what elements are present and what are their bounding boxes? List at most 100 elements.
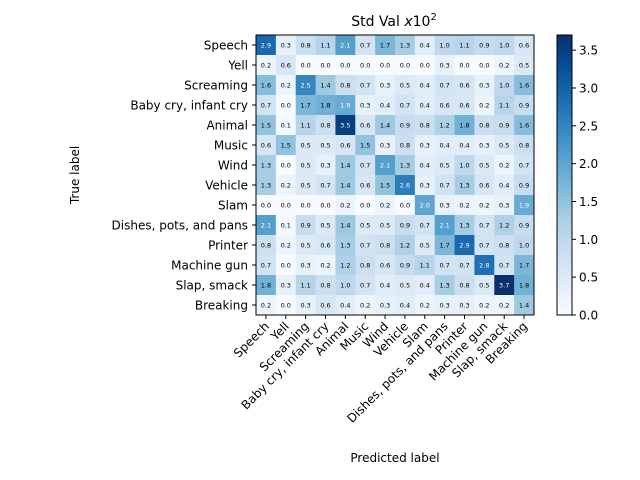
cell-value-label: 2.6 xyxy=(400,181,410,189)
heatmap-cell xyxy=(514,215,535,236)
cell-value-label: 0.9 xyxy=(300,221,310,229)
heatmap-cell xyxy=(514,95,535,116)
cell-value-label: 0.2 xyxy=(281,181,291,189)
heatmap-cell xyxy=(275,175,297,196)
heatmap-cell xyxy=(454,115,475,136)
colorbar-tick-label: 1.5 xyxy=(579,195,598,209)
cell-value-label: 1.5 xyxy=(380,181,390,189)
cell-value-label: 1.3 xyxy=(340,241,350,249)
heatmap-cell xyxy=(315,235,336,256)
cell-value-label: 0.3 xyxy=(439,301,449,309)
heatmap-cell xyxy=(355,55,376,76)
cell-value-label: 1.6 xyxy=(261,81,271,89)
cell-value-label: 0.6 xyxy=(320,241,330,249)
cell-value-label: 3.5 xyxy=(340,121,350,129)
cell-value-label: 0.7 xyxy=(360,81,370,89)
heatmap-cell xyxy=(315,195,336,216)
heatmap-cell xyxy=(315,175,336,196)
cell-value-label: 1.3 xyxy=(459,181,469,189)
heatmap-cell xyxy=(395,295,416,316)
cell-value-label: 0.5 xyxy=(400,281,410,289)
heatmap-cell xyxy=(315,35,336,56)
heatmap-cell xyxy=(335,175,356,196)
heatmap-cell xyxy=(514,115,535,136)
cell-value-label: 0.4 xyxy=(340,301,350,309)
cell-value-label: 1.4 xyxy=(340,221,350,229)
heatmap-cell xyxy=(315,135,336,156)
heatmap-cell xyxy=(335,235,356,256)
heatmap-cell xyxy=(494,275,515,296)
x-axis-label: Predicted label xyxy=(350,451,439,465)
heatmap-cell xyxy=(375,135,396,156)
heatmap-cell xyxy=(494,35,515,56)
heatmap-cell xyxy=(454,275,475,296)
colorbar-ticks: 0.0 0.5 1.0 1.5 2.0 2.5 3.0 3.5 xyxy=(572,44,598,323)
heatmap-cell xyxy=(256,255,277,276)
heatmap-cell xyxy=(434,275,455,296)
heatmap-cell xyxy=(395,175,416,196)
cell-value-label: 0.0 xyxy=(281,301,291,309)
y-tick-label: Baby cry, infant cry xyxy=(130,99,248,113)
y-tick-label: Machine gun xyxy=(171,259,248,273)
cell-value-label: 0.5 xyxy=(400,81,410,89)
heatmap-cell xyxy=(315,55,336,76)
heatmap-cell xyxy=(335,135,356,156)
heatmap-cell xyxy=(315,275,336,296)
cell-value-label: 1.0 xyxy=(459,161,469,169)
cell-value-label: 0.4 xyxy=(420,281,430,289)
heatmap-cell xyxy=(375,235,396,256)
cell-value-label: 0.0 xyxy=(400,61,410,69)
chart-title: Std Val x102 xyxy=(351,12,437,30)
cell-value-label: 0.6 xyxy=(281,61,291,69)
cell-value-label: 0.8 xyxy=(519,141,529,149)
heatmap-cell xyxy=(335,155,356,176)
heatmap-cell xyxy=(275,55,297,76)
heatmap-cell xyxy=(355,295,376,316)
heatmap-cell xyxy=(494,75,515,96)
cell-value-label: 0.6 xyxy=(380,261,390,269)
cell-value-label: 2.8 xyxy=(479,261,489,269)
heatmap-cell xyxy=(335,215,356,236)
cell-value-label: 0.8 xyxy=(261,241,271,249)
cell-value-label: 0.3 xyxy=(380,301,390,309)
y-tick-label: Yell xyxy=(227,59,248,73)
cell-value-label: 0.2 xyxy=(360,301,370,309)
cell-value-label: 0.0 xyxy=(360,201,370,209)
cell-value-label: 0.3 xyxy=(439,61,449,69)
heatmap-cell xyxy=(474,295,495,316)
y-axis-ticks: Speech Yell Screaming Baby cry, infant cry A… xyxy=(112,39,256,313)
heatmap-cell xyxy=(454,235,475,256)
heatmap-cell xyxy=(335,115,356,136)
cell-value-label: 0.7 xyxy=(499,261,509,269)
heatmap-cell xyxy=(395,95,416,116)
cell-value-label: 1.0 xyxy=(499,41,509,49)
heatmap-cell xyxy=(414,75,436,96)
cell-value-label: 0.2 xyxy=(479,101,489,109)
heatmap-cell xyxy=(295,95,316,116)
cell-value-label: 1.1 xyxy=(300,121,310,129)
cell-value-label: 0.5 xyxy=(300,181,310,189)
cell-value-label: 2.1 xyxy=(340,41,350,49)
heatmap-cell xyxy=(494,195,515,216)
cell-value-label: 0.6 xyxy=(261,141,271,149)
cell-value-label: 2.9 xyxy=(459,241,469,249)
heatmap-cell xyxy=(474,255,495,276)
cell-value-label: 0.5 xyxy=(380,221,390,229)
cell-value-label: 0.4 xyxy=(420,81,430,89)
heatmap-cell xyxy=(414,215,436,236)
cell-value-label: 0.9 xyxy=(519,181,529,189)
heatmap-cell xyxy=(256,35,277,56)
heatmap-cell xyxy=(414,295,436,316)
colorbar-tick-label: 2.5 xyxy=(579,119,598,133)
cell-value-label: 0.8 xyxy=(400,141,410,149)
cell-value-label: 0.1 xyxy=(281,121,291,129)
cell-value-label: 1.2 xyxy=(340,261,350,269)
cell-value-label: 0.2 xyxy=(281,81,291,89)
y-tick-label: Slap, smack xyxy=(176,279,248,293)
heatmap-cell xyxy=(256,175,277,196)
cell-value-label: 0.4 xyxy=(420,101,430,109)
cell-value-label: 0.9 xyxy=(519,101,529,109)
heatmap-cell xyxy=(256,295,277,316)
cell-value-label: 0.3 xyxy=(479,81,489,89)
cell-value-label: 0.7 xyxy=(261,101,271,109)
